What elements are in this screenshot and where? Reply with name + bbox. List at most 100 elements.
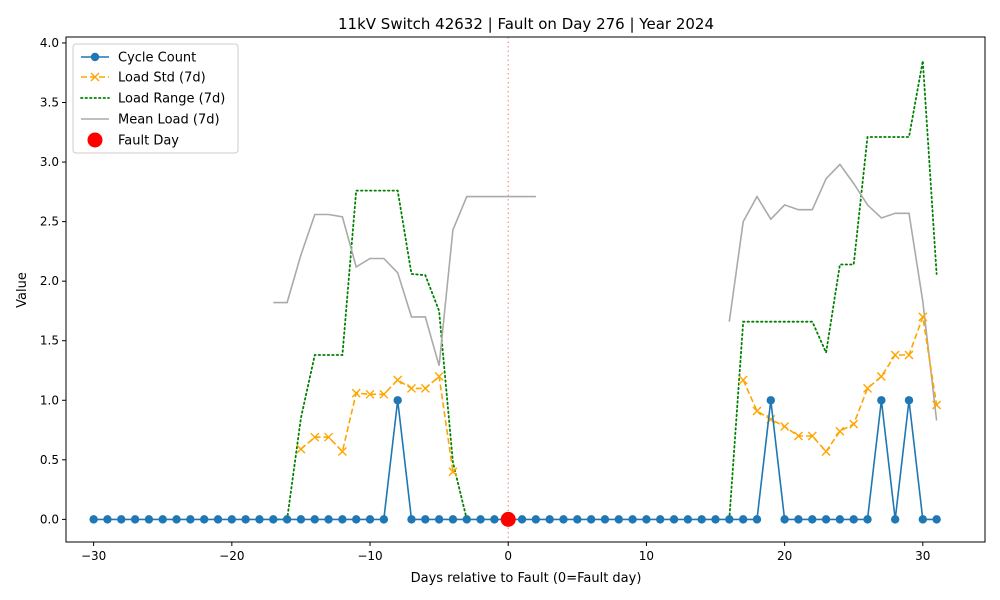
y-tick-label: 3.0 — [40, 155, 59, 169]
load-std-marker-stroke — [863, 383, 873, 393]
cycle-count-point — [628, 515, 637, 524]
cycle-count-point — [117, 515, 126, 524]
load-std-marker-stroke — [379, 389, 389, 399]
load-std-marker-stroke — [821, 446, 831, 456]
cycle-count-point — [669, 515, 679, 524]
cycle-count-point — [103, 515, 112, 524]
cycle-count-point — [573, 515, 582, 524]
cycle-count-point — [835, 515, 845, 524]
load-std-marker-stroke — [807, 431, 817, 441]
load-std-marker-stroke — [932, 400, 942, 410]
cycle-count-point — [199, 515, 209, 524]
cycle-count-point — [642, 515, 651, 524]
y-tick-label: 1.0 — [40, 393, 59, 407]
cycle-count-point — [296, 515, 306, 524]
load-std-point — [365, 389, 375, 399]
chart-title: 11kV Switch 42632 | Fault on Day 276 | Y… — [338, 15, 714, 33]
y-tick-label: 0.5 — [40, 453, 59, 467]
cycle-count-point — [490, 515, 499, 524]
legend-item: Cycle Count — [81, 51, 196, 66]
cycle-count-point — [683, 515, 693, 524]
x-tick-label: 20 — [777, 549, 792, 563]
legend-label: Mean Load (7d) — [118, 113, 220, 128]
load-std-marker-stroke — [738, 375, 748, 385]
y-tick-label: 1.5 — [40, 334, 59, 348]
load-std-point — [379, 389, 389, 399]
load-std-point — [296, 444, 306, 454]
legend-box — [72, 43, 239, 154]
cycle-count-point — [379, 515, 389, 524]
legend-item: Fault Day — [87, 132, 179, 149]
load-std-point — [448, 467, 458, 477]
load-std-point — [793, 431, 803, 441]
cycle-count-point — [794, 515, 803, 524]
legend-swatch-marker — [87, 132, 103, 148]
cycle-count-point — [407, 515, 416, 524]
cycle-count-point — [586, 515, 596, 524]
cycle-count-point — [282, 515, 292, 524]
cycle-count-point — [559, 515, 568, 524]
load-std-marker-stroke — [337, 446, 347, 456]
legend-swatch-marker — [90, 72, 100, 82]
load-std-line-1 — [742, 316, 938, 453]
legend-label: Fault Day — [118, 134, 179, 149]
x-tick-label: 10 — [639, 549, 654, 563]
legend-label: Load Range (7d) — [118, 92, 225, 107]
load-std-marker-stroke — [752, 406, 762, 416]
load-std-point — [890, 350, 900, 360]
cycle-count-point — [144, 515, 154, 524]
cycle-count-point — [766, 396, 775, 405]
x-tick-label: 0 — [504, 549, 512, 563]
load-std-marker-stroke — [835, 426, 845, 436]
load-std-marker-stroke — [406, 383, 416, 393]
cycle-count-point — [241, 515, 250, 524]
load-std-marker-stroke — [420, 383, 430, 393]
cycle-count-point — [186, 515, 195, 524]
load-std-point — [393, 375, 403, 385]
load-std-marker-stroke — [793, 431, 803, 441]
cycle-count-point — [227, 515, 237, 524]
load-std-point — [420, 383, 430, 393]
y-tick-label: 3.5 — [40, 96, 59, 110]
legend-item: Load Range (7d) — [80, 92, 225, 107]
cycle-count-point — [531, 515, 541, 524]
load-std-marker-stroke — [296, 444, 306, 454]
cycle-count-point — [725, 515, 734, 524]
cycle-count-point — [89, 515, 98, 524]
cycle-count-point — [393, 396, 402, 405]
legend-item: Mean Load (7d) — [81, 113, 220, 128]
cycle-count-point — [338, 515, 347, 524]
load-range-line-1 — [728, 60, 938, 521]
cycle-count-point — [932, 515, 941, 524]
load-std-point — [738, 375, 748, 385]
legend-item: Load Std (7d) — [81, 71, 206, 86]
load-std-point — [434, 371, 444, 381]
cycle-count-point — [614, 515, 623, 524]
y-tick-label: 0.0 — [40, 512, 59, 526]
load-std-point — [932, 400, 942, 410]
load-std-marker-stroke — [918, 312, 928, 322]
load-std-marker-stroke — [393, 375, 403, 385]
cycle-count-point — [434, 515, 444, 524]
legend-swatch-marker — [90, 52, 100, 62]
cycle-count-point — [877, 396, 886, 405]
cycle-count-point — [918, 515, 928, 524]
cycle-count-point — [600, 515, 610, 524]
cycle-count-point — [808, 515, 817, 524]
load-std-marker-stroke — [365, 389, 375, 399]
plot-frame — [65, 36, 986, 543]
cycle-count-point — [476, 515, 485, 524]
legend-label: Cycle Count — [118, 51, 196, 66]
cycle-count-point — [821, 515, 831, 524]
cycle-count-point — [545, 515, 554, 524]
load-std-marker-stroke — [890, 350, 900, 360]
load-std-marker-stroke — [780, 421, 790, 431]
cycle-count-point — [890, 515, 900, 524]
load-std-point — [807, 431, 817, 441]
cycle-count-point — [462, 515, 471, 524]
x-tick-label: 30 — [915, 549, 930, 563]
x-tick-label: −10 — [357, 549, 382, 563]
load-std-point — [324, 432, 334, 442]
load-std-point — [876, 371, 886, 381]
cycle-count-point — [324, 515, 333, 524]
